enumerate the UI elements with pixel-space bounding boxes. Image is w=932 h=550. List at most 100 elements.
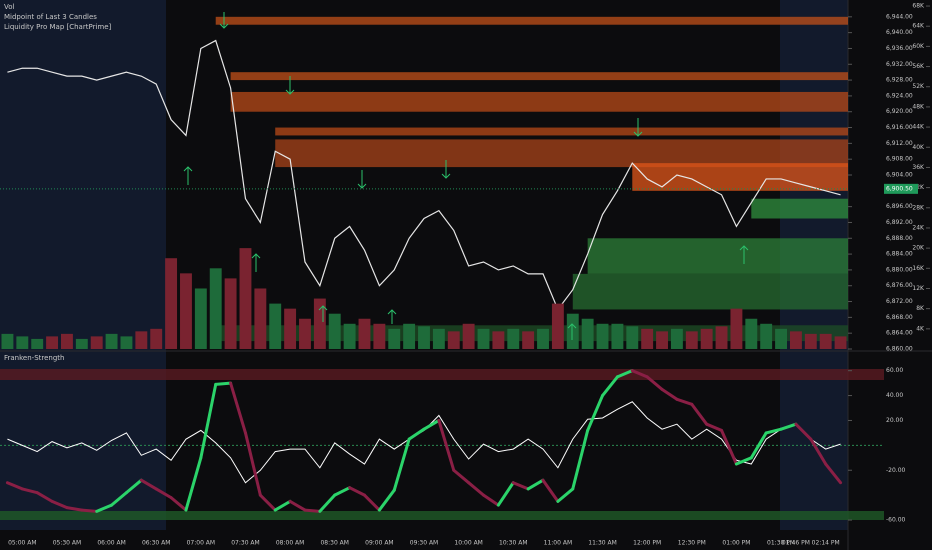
strength-segment	[496, 481, 515, 507]
x-tick-label: 12:00 PM	[633, 540, 661, 547]
liquidity-zone	[751, 198, 848, 219]
strength-segment	[645, 375, 664, 391]
strength-segment	[348, 486, 366, 497]
liquidity-zone	[572, 273, 848, 310]
indicator-label: Midpoint of Last 3 Candles	[4, 13, 97, 21]
x-tick-label: 05:30 AM	[53, 540, 81, 547]
volume-bar	[611, 323, 624, 349]
y-tick-label: 6,916.00	[886, 124, 913, 131]
arrow-up	[739, 245, 749, 264]
strength-segment	[35, 491, 54, 503]
volume-bar	[299, 318, 311, 349]
y2-tick-label: 4K	[916, 325, 925, 332]
strength-segment	[541, 478, 560, 503]
oversold-band	[0, 511, 884, 520]
arrow-down	[285, 76, 295, 95]
volume-bar	[745, 318, 758, 349]
strength-segment	[407, 427, 426, 441]
x-tick-label: 08:00 AM	[276, 540, 304, 547]
volume-bar	[284, 308, 297, 349]
volume-bar	[180, 273, 192, 349]
volume-bar	[432, 328, 445, 349]
legend-volume: Vol	[4, 3, 15, 11]
volume-bar	[492, 331, 505, 349]
volume-bar	[596, 323, 609, 349]
strength-segment	[154, 487, 173, 500]
strength-segment	[794, 422, 813, 441]
volume-bar	[16, 336, 29, 349]
y-tick-label: 6,872.00	[886, 298, 913, 305]
strength-segment	[734, 456, 753, 466]
volume-bar	[507, 328, 520, 349]
volume-bar	[135, 331, 148, 349]
y-tick-label: 6,884.00	[886, 251, 913, 258]
y2-tick-label: 28K	[912, 204, 925, 211]
strength-segment	[690, 402, 709, 426]
volume-bar	[715, 326, 728, 349]
y2-tick-label: 48K	[912, 103, 925, 110]
y-tick-label: 6,892.00	[886, 219, 913, 226]
x-tick-label: 07:30 AM	[231, 540, 259, 547]
y2-tick-label: 56K	[912, 63, 925, 70]
x-tick-label: 11:30 AM	[588, 540, 616, 547]
y2-tick-label: 12K	[912, 285, 925, 292]
strength-segment	[586, 394, 605, 432]
session-shade	[0, 0, 166, 530]
y2-tick-label: 44K	[912, 124, 925, 131]
y-tick-label: 6,940.00	[886, 29, 913, 36]
volume-bar	[373, 323, 386, 349]
strength-segment	[571, 428, 590, 491]
strength-segment	[511, 481, 530, 491]
strength-segment	[467, 481, 486, 497]
arrow-down	[441, 160, 451, 179]
volume-bar	[328, 313, 341, 349]
strength-segment	[809, 437, 828, 466]
volume-bar	[551, 303, 564, 349]
y-tick-label: 6,868.00	[886, 314, 913, 321]
y-tick-label: 6,860.00	[886, 346, 913, 353]
volume-bar	[46, 336, 59, 349]
y-tick-label: 6,912.00	[886, 140, 913, 147]
price-line	[7, 39, 841, 311]
liquidity-zone	[587, 238, 848, 274]
volume-bar	[165, 258, 178, 349]
x-tick-label: 01:00 PM	[722, 540, 750, 547]
volume-bar	[581, 318, 594, 349]
volume-bar	[224, 278, 237, 349]
liquidity-zone	[230, 91, 848, 112]
volume-bar	[462, 323, 475, 349]
arrow-up	[567, 323, 577, 340]
strength-segment	[333, 486, 352, 497]
arrow-down	[219, 12, 229, 29]
volume-bar	[641, 328, 654, 349]
volume-bar	[685, 331, 698, 349]
y-tick-label: 6,888.00	[886, 235, 913, 242]
y-tick-label: 20.00	[886, 417, 903, 424]
liquidity-zone	[215, 16, 848, 25]
strength-segment	[258, 493, 277, 512]
oscillator-title: Franken-Strength	[4, 354, 64, 362]
x-tick-label: 07:00 AM	[187, 540, 215, 547]
strength-segment	[214, 381, 233, 386]
y-tick-label: 6,936.00	[886, 45, 913, 52]
volume-bar	[819, 333, 832, 349]
strength-segment	[139, 478, 158, 491]
volume-bar	[626, 326, 639, 349]
x-tick-label: 08:30 AM	[320, 540, 348, 547]
liquidity-zone	[230, 72, 848, 81]
arrow-up	[251, 253, 261, 272]
y2-tick-label: 60K	[912, 43, 925, 50]
x-tick-label: 09:00 AM	[365, 540, 393, 547]
y-tick-label: 6,928.00	[886, 77, 913, 84]
strength-segment	[720, 428, 738, 466]
volume-bar	[105, 333, 118, 349]
price-pane: 6,860.00 6,864.00 6,868.00 6,872.00 6,876.00…	[0, 3, 930, 547]
volume-bar	[358, 318, 371, 349]
arrow-up	[387, 309, 397, 324]
strength-segment	[779, 422, 798, 431]
volume-bar	[730, 308, 743, 349]
liquidity-zone	[275, 127, 849, 136]
strength-segment	[556, 487, 575, 503]
x-tick-label: 01:46 PM	[782, 540, 810, 547]
